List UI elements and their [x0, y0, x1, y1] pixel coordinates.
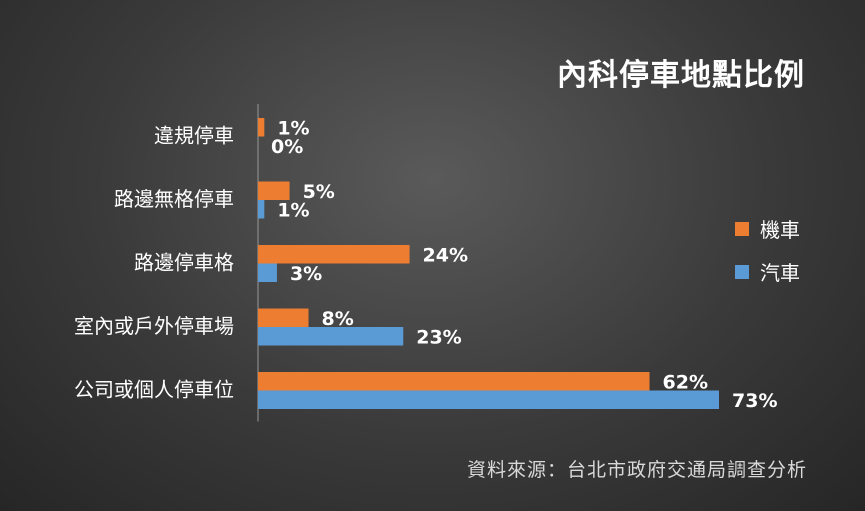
category-label: 路邊停車格	[134, 251, 234, 275]
category-label: 室內或戶外停車場	[74, 314, 234, 338]
category-label: 違規停車	[154, 124, 234, 148]
category-label: 公司或個人停車位	[74, 378, 234, 402]
data-label: 62%	[663, 371, 708, 393]
bar-motorcycle	[258, 372, 650, 391]
bar-motorcycle	[258, 181, 290, 200]
data-label: 8%	[322, 308, 354, 330]
legend-swatch	[735, 222, 749, 236]
data-label: 73%	[732, 390, 777, 412]
data-label: 23%	[416, 326, 461, 348]
data-label: 5%	[303, 181, 335, 203]
bar-car	[258, 263, 277, 282]
legend-label: 機車	[760, 218, 800, 242]
bar-motorcycle	[258, 118, 265, 137]
chart-title: 內科停車地點比例	[557, 58, 805, 93]
legend-swatch	[735, 265, 749, 279]
bar-car	[258, 327, 404, 346]
data-label: 0%	[271, 136, 303, 158]
bar-motorcycle	[258, 245, 410, 264]
source-note: 資料來源：台北市政府交通局調查分析	[466, 459, 807, 481]
bar-motorcycle	[258, 308, 309, 327]
legend-label: 汽車	[760, 261, 800, 285]
bar-car	[258, 200, 265, 219]
bar-car	[258, 390, 719, 409]
category-label: 路邊無格停車	[114, 187, 234, 211]
data-label: 1%	[277, 199, 309, 221]
data-label: 1%	[277, 117, 309, 139]
data-label: 3%	[290, 263, 322, 285]
data-label: 24%	[423, 244, 468, 266]
